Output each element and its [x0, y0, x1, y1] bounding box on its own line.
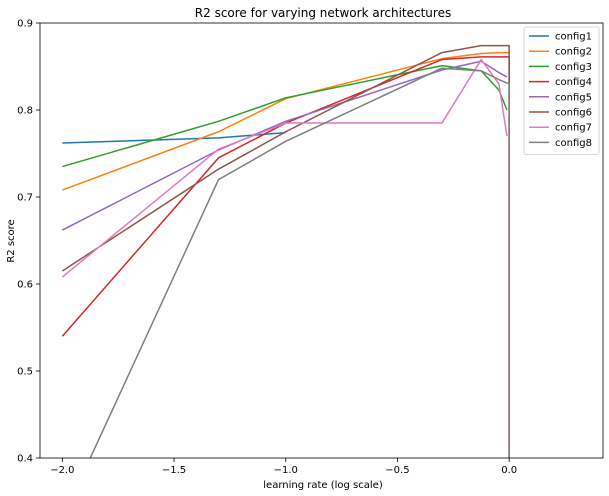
legend-label-config5: config5 — [555, 92, 592, 103]
y-tick-label: 0.6 — [17, 280, 33, 291]
x-axis: −2.0 −1.5 −1.0 −0.5 0.0 — [50, 458, 517, 476]
y-tick-label: 0.9 — [17, 19, 33, 30]
legend-label-config1: config1 — [555, 32, 592, 43]
legend-label-config6: config6 — [555, 108, 592, 119]
x-axis-label: learning rate (log scale) — [263, 480, 383, 491]
chart-title: R2 score for varying network architectur… — [195, 6, 451, 20]
x-tick-label: −2.0 — [50, 465, 74, 476]
series-line-config7 — [61, 58, 508, 278]
y-axis-label: R2 score — [6, 219, 17, 262]
legend-label-config3: config3 — [555, 62, 592, 73]
legend-box — [523, 26, 600, 155]
x-tick-label: −1.5 — [162, 465, 186, 476]
series-line-config3 — [62, 64, 508, 168]
legend: config1 config2 config3 config4 config5 confi… — [523, 26, 600, 155]
series-line-config2 — [62, 51, 510, 191]
y-tick-label: 0.7 — [17, 193, 33, 204]
y-tick-label: 0.8 — [17, 106, 33, 117]
series-line-config5 — [61, 60, 508, 231]
x-tick-label: 0.0 — [501, 465, 517, 476]
series-group — [61, 44, 510, 458]
series-line-config4 — [61, 56, 510, 458]
legend-label-config8: config8 — [555, 138, 592, 149]
y-tick-label: 0.5 — [17, 367, 33, 378]
legend-label-config7: config7 — [555, 123, 592, 134]
y-axis: 0.4 0.5 0.6 0.7 0.8 0.9 — [17, 19, 40, 465]
legend-label-config2: config2 — [555, 47, 592, 58]
plot-frame — [39, 22, 604, 459]
y-tick-label: 0.4 — [17, 454, 33, 465]
x-tick-label: −1.0 — [274, 465, 298, 476]
legend-label-config4: config4 — [555, 77, 592, 88]
series-line-config6 — [61, 44, 510, 458]
x-tick-label: −0.5 — [385, 465, 409, 476]
series-line-config8 — [89, 67, 510, 458]
